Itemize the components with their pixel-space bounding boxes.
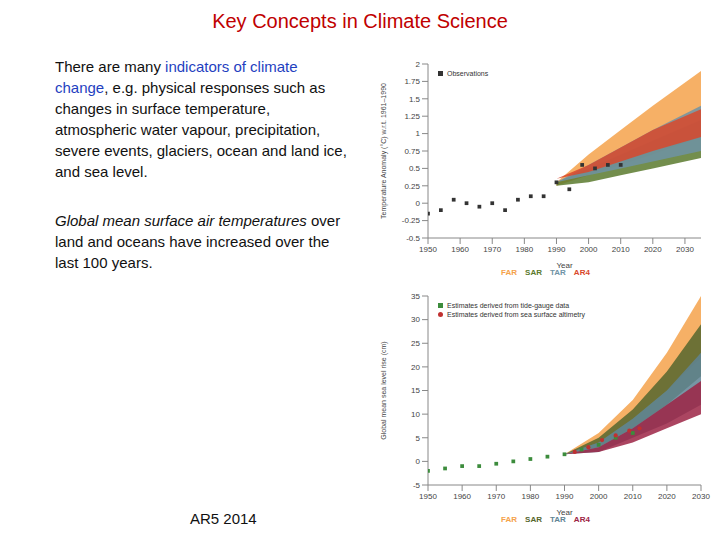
html-text:TAR: TAR — [550, 268, 566, 277]
svg-text:Year: Year — [556, 508, 573, 515]
svg-text:Temperature Anomaly (°C) w.r.t: Temperature Anomaly (°C) w.r.t. 1961–199… — [380, 83, 388, 219]
svg-text:2010: 2010 — [612, 245, 630, 254]
svg-text:0.25: 0.25 — [404, 182, 420, 191]
svg-text:25: 25 — [411, 339, 420, 348]
svg-text:1960: 1960 — [453, 492, 471, 501]
html-text:FAR: FAR — [501, 268, 518, 277]
html-text:AR4: AR4 — [573, 268, 590, 277]
svg-text:0.5: 0.5 — [409, 164, 421, 173]
svg-text:1950: 1950 — [419, 245, 437, 254]
svg-text:-0.5: -0.5 — [406, 234, 420, 243]
html-text:SAR: SAR — [525, 268, 542, 277]
svg-text:5: 5 — [416, 434, 421, 443]
html-text:Key Concepts in Climate Scienc: Key Concepts in Climate Science — [212, 10, 508, 32]
svg-text:Global mean sea level rise (cm: Global mean sea level rise (cm) — [380, 341, 388, 439]
html-text:AR5 2014: AR5 2014 — [190, 510, 257, 527]
svg-text:1.75: 1.75 — [404, 77, 420, 86]
svg-text:1.25: 1.25 — [404, 112, 420, 121]
svg-text:1990: 1990 — [548, 245, 566, 254]
html-text:SAR: SAR — [525, 515, 542, 524]
svg-text:-5: -5 — [413, 481, 421, 490]
svg-text:-0.25: -0.25 — [402, 216, 421, 225]
html-text:FAR: FAR — [501, 515, 518, 524]
svg-text:20: 20 — [411, 363, 420, 372]
svg-text:1970: 1970 — [483, 245, 501, 254]
svg-text:1980: 1980 — [515, 245, 533, 254]
html-text:AR4: AR4 — [573, 515, 590, 524]
svg-text:2030: 2030 — [692, 492, 710, 501]
svg-text:1: 1 — [416, 129, 421, 138]
svg-text:2020: 2020 — [644, 245, 662, 254]
svg-text:1960: 1960 — [451, 245, 469, 254]
svg-text:30: 30 — [411, 315, 420, 324]
svg-text:1950: 1950 — [419, 492, 437, 501]
svg-text:15: 15 — [411, 386, 420, 395]
svg-text:2020: 2020 — [658, 492, 676, 501]
svg-text:2010: 2010 — [624, 492, 642, 501]
svg-text:2030: 2030 — [676, 245, 694, 254]
svg-text:10: 10 — [411, 410, 420, 419]
html-text:Estimates derived from sea sur: Estimates derived from sea surface altim… — [447, 311, 586, 318]
svg-text:0: 0 — [416, 199, 421, 208]
svg-text:35: 35 — [411, 292, 420, 301]
html-text:Global mean surface air temper: Global mean surface air temperatures ove… — [55, 212, 341, 271]
svg-text:0.75: 0.75 — [404, 147, 420, 156]
html-text:There are many indicators of c: There are many indicators of climate cha… — [55, 58, 347, 180]
svg-text:1970: 1970 — [487, 492, 505, 501]
svg-text:0: 0 — [416, 457, 421, 466]
svg-text:Year: Year — [556, 261, 573, 268]
svg-text:2: 2 — [416, 60, 421, 69]
html-text:Estimates derived from tide-ga: Estimates derived from tide-gauge data — [447, 302, 570, 309]
svg-text:2000: 2000 — [590, 492, 608, 501]
svg-text:1990: 1990 — [556, 492, 574, 501]
svg-text:2000: 2000 — [580, 245, 598, 254]
svg-text:1980: 1980 — [521, 492, 539, 501]
html-text:Observations: Observations — [447, 70, 489, 77]
html-text:TAR: TAR — [550, 515, 566, 524]
svg-text:1.5: 1.5 — [409, 95, 421, 104]
